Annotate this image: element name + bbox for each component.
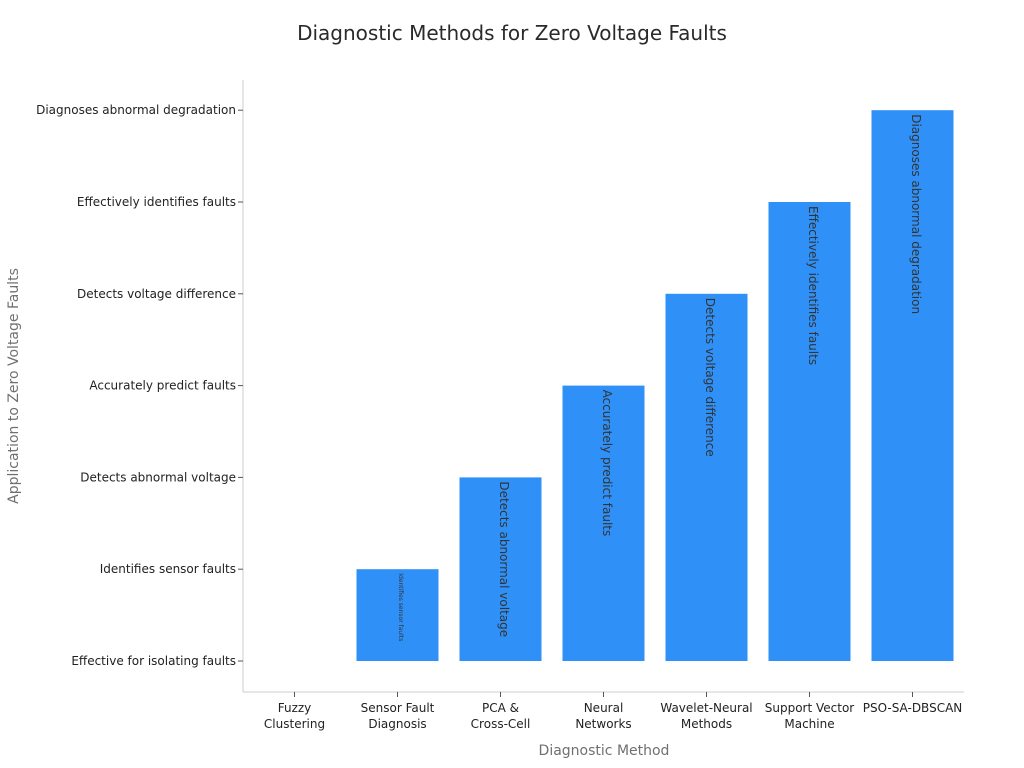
bar — [871, 110, 954, 661]
y-tick-label: Detects voltage difference — [77, 287, 236, 301]
bar-data-label: Diagnoses abnormal degradation — [909, 114, 923, 314]
bar — [459, 477, 542, 661]
y-tick-label: Effectively identifies faults — [77, 195, 236, 209]
y-tick-label: Accurately predict faults — [89, 379, 236, 393]
bar — [665, 293, 748, 661]
y-tick-label: Identifies sensor faults — [100, 562, 236, 576]
x-axis-title: Diagnostic Method — [539, 743, 670, 759]
x-tick-label: Wavelet-Neural Methods — [660, 701, 752, 731]
x-tick-label: PSO-SA-DBSCAN — [863, 701, 963, 715]
bar-data-label: Detects voltage difference — [703, 298, 717, 457]
y-tick-label: Effective for isolating faults — [71, 654, 236, 668]
y-tick-label: Diagnoses abnormal degradation — [36, 103, 236, 117]
y-axis-ticks: Effective for isolating faults Identifies… — [36, 103, 243, 668]
bar-data-label: Accurately predict faults — [600, 390, 614, 537]
bar-data-label: Effectively identifies faults — [806, 206, 820, 365]
x-tick-label: Sensor Fault Diagnosis — [361, 701, 435, 731]
x-axis-ticks: Fuzzy Clustering Sensor Fault Diagnosis PCA … — [264, 692, 962, 731]
y-tick-label: Detects abnormal voltage — [80, 470, 236, 484]
bars-group: Identifies sensor faults Detects abnormal… — [356, 110, 954, 661]
bar — [768, 202, 851, 661]
y-axis-title: Application to Zero Voltage Faults — [6, 268, 22, 504]
x-tick-label: Fuzzy Clustering — [264, 701, 325, 731]
bar — [356, 569, 439, 661]
x-tick-label: Support Vector Machine — [765, 701, 855, 731]
bar-data-label: Detects abnormal voltage — [497, 481, 511, 637]
bar — [562, 385, 645, 661]
bar-data-label: Identifies sensor faults — [397, 573, 404, 641]
x-tick-label: Neural Networks — [575, 701, 631, 731]
x-tick-label: PCA & Cross-Cell — [471, 701, 531, 731]
chart-title: Diagnostic Methods for Zero Voltage Faul… — [297, 21, 727, 45]
